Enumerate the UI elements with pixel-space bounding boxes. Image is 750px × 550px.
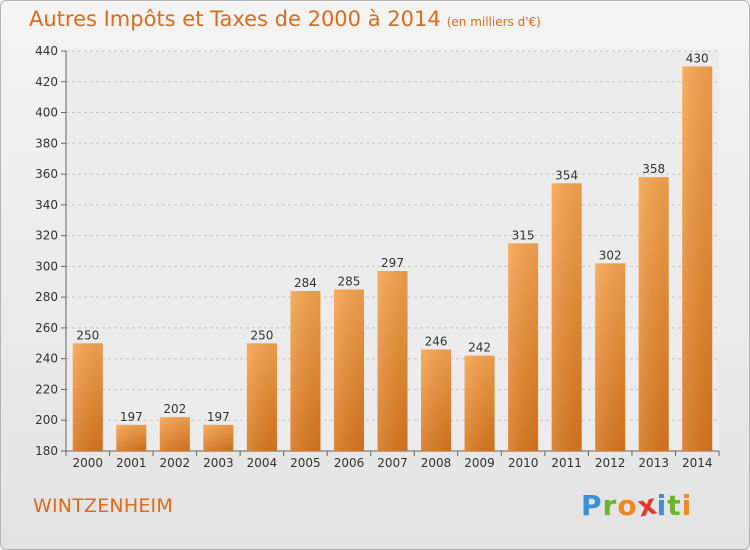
x-tick-label: 2012 (595, 456, 626, 470)
x-tick-label: 2000 (72, 456, 103, 470)
x-tick-label: 2014 (682, 456, 713, 470)
x-tick-label: 2013 (638, 456, 669, 470)
brand-letter: i (681, 489, 693, 522)
y-tick-label: 240 (35, 352, 58, 366)
y-tick-label: 200 (35, 413, 58, 427)
bar-shade (595, 263, 626, 451)
y-tick-label: 360 (35, 167, 58, 181)
bar-value-label: 197 (207, 410, 230, 424)
x-tick-label: 2009 (464, 456, 495, 470)
chart-title-text: Autres Impôts et Taxes de 2000 à 2014 (29, 7, 441, 31)
bar-value-label: 242 (468, 341, 491, 355)
chart-title: Autres Impôts et Taxes de 2000 à 2014 (en… (29, 7, 541, 31)
proxiti-logo: Proxiti (581, 487, 693, 523)
x-tick-label: 2008 (421, 456, 452, 470)
bar-shade (682, 66, 713, 451)
x-tick-label: 2002 (160, 456, 191, 470)
brand-letter: i (656, 489, 668, 522)
y-tick-label: 320 (35, 229, 58, 243)
bar-shade (333, 289, 364, 451)
y-tick-label: 380 (35, 136, 58, 150)
x-tick-label: 2005 (290, 456, 321, 470)
x-tick-label: 2004 (247, 456, 278, 470)
y-tick-label: 420 (35, 75, 58, 89)
bar-value-label: 358 (642, 162, 665, 176)
bar-shade (508, 243, 539, 451)
bar-shade (638, 177, 669, 451)
y-tick-label: 260 (35, 321, 58, 335)
y-tick-label: 280 (35, 290, 58, 304)
y-tick-label: 180 (35, 444, 58, 458)
x-tick-label: 2011 (551, 456, 582, 470)
bar-value-label: 202 (163, 402, 186, 416)
bar-value-label: 285 (338, 274, 361, 288)
brand-letter: t (667, 489, 682, 522)
bar-value-label: 246 (425, 334, 448, 348)
bar-value-label: 284 (294, 276, 317, 290)
chart-subtitle: (en milliers d'€) (446, 15, 541, 29)
bar-value-label: 430 (686, 51, 709, 65)
y-tick-label: 300 (35, 259, 58, 273)
bar-value-label: 302 (599, 248, 622, 262)
brand-letter: o (617, 489, 638, 522)
bar-shade (464, 355, 495, 451)
bar-shade (72, 343, 103, 451)
bar-value-label: 354 (555, 168, 578, 182)
y-tick-label: 340 (35, 198, 58, 212)
y-tick-label: 400 (35, 106, 58, 120)
y-tick-label: 220 (35, 382, 58, 396)
bar-value-label: 297 (381, 256, 404, 270)
bar-value-label: 250 (76, 328, 99, 342)
bar-shade (377, 271, 408, 451)
bar-shade (116, 424, 147, 451)
bar-value-label: 197 (120, 410, 143, 424)
bar-shade (421, 349, 452, 451)
bar-shade (551, 183, 582, 452)
x-tick-label: 2010 (508, 456, 539, 470)
brand-letter: r (602, 489, 618, 522)
bar-value-label: 315 (512, 228, 535, 242)
bar-shade (159, 417, 190, 451)
bar-value-label: 250 (250, 328, 273, 342)
bar-shade (290, 291, 321, 451)
x-tick-label: 2006 (334, 456, 365, 470)
x-tick-label: 2003 (203, 456, 234, 470)
bar-shade (203, 424, 234, 451)
brand-letter: P (581, 489, 603, 522)
y-tick-label: 440 (35, 44, 58, 58)
x-tick-label: 2007 (377, 456, 408, 470)
bar-shade (246, 343, 277, 451)
city-name: WINTZENHEIM (33, 495, 173, 517)
x-tick-label: 2001 (116, 456, 147, 470)
